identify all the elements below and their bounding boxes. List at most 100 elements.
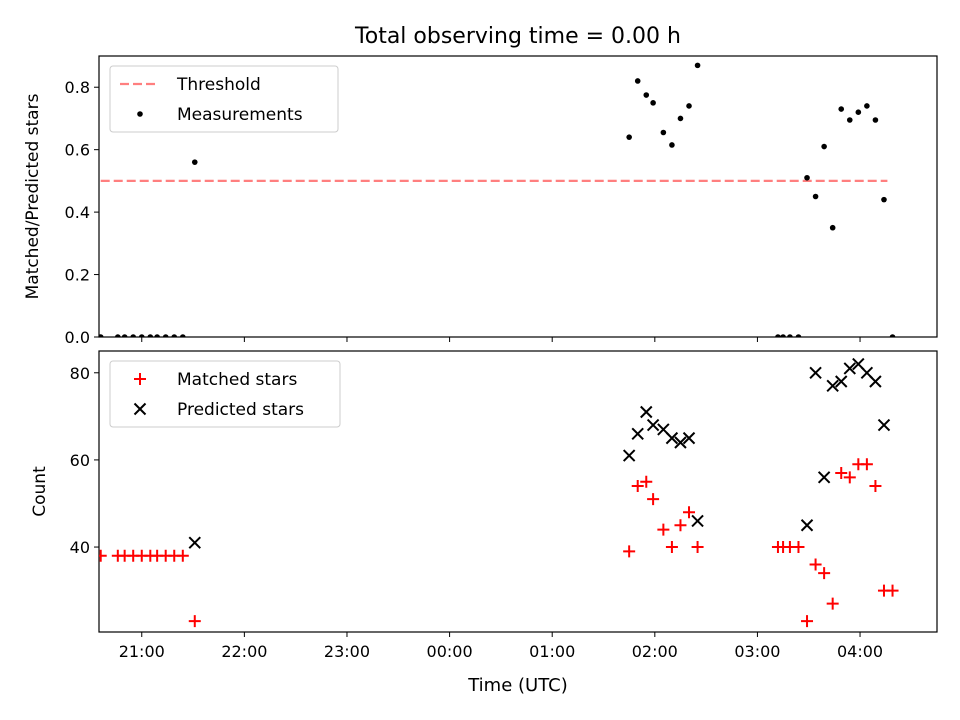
predicted-star-point — [691, 514, 704, 528]
measurement-point — [650, 100, 656, 106]
measurement-point — [634, 78, 641, 84]
top-plot-area — [99, 62, 896, 337]
measurement-point — [99, 334, 104, 337]
figure-title: Total observing time = 0.00 h — [354, 24, 681, 49]
predicted-star-point — [640, 405, 653, 419]
predicted-star-point — [622, 449, 636, 462]
x-tick-label: 01:00 — [529, 642, 575, 661]
y-tick-label: 0.2 — [65, 266, 90, 285]
measurement-point — [821, 143, 827, 150]
matched-star-point — [631, 480, 644, 493]
matched-star-point — [792, 541, 805, 554]
x-tick-label: 04:00 — [837, 642, 883, 661]
y-tick-label: 60 — [70, 451, 90, 470]
measurement-point — [846, 117, 853, 123]
measurement-point — [855, 109, 862, 115]
measurement-point — [694, 62, 701, 69]
matched-star-point — [657, 523, 670, 536]
legend-label: Threshold — [176, 75, 261, 95]
matched-star-point — [826, 597, 839, 610]
measurement-point — [686, 103, 692, 109]
x-tick-label: 00:00 — [427, 642, 473, 661]
matched-star-point — [809, 558, 822, 571]
matched-star-point — [99, 549, 107, 562]
matched-star-point — [818, 567, 831, 580]
measurement-point — [795, 334, 802, 337]
predicted-star-point — [843, 362, 856, 375]
x-tick-label: 22:00 — [221, 642, 267, 661]
measurement-point — [154, 334, 160, 337]
x-tick-label: 23:00 — [324, 642, 370, 661]
legend-measurements-swatch — [137, 111, 143, 117]
measurement-point — [872, 117, 879, 123]
top-panel: 0.0 0.2 0.4 0.6 0.8 Matched/Predicted stars Th… — [23, 55, 938, 347]
measurement-point — [812, 193, 819, 200]
top-legend: Threshold Measurements — [109, 65, 339, 133]
measurement-point — [180, 334, 186, 337]
measurement-point — [121, 334, 128, 337]
matched-star-point — [886, 584, 899, 597]
predicted-star-point — [800, 519, 814, 532]
y-tick-label: 80 — [70, 364, 90, 383]
matched-star-point — [623, 545, 636, 558]
measurement-point — [829, 224, 836, 231]
legend-predicted-swatch — [133, 402, 147, 416]
predicted-star-point — [665, 431, 679, 445]
legend-label: Measurements — [177, 105, 303, 125]
bottom-plot-area — [99, 357, 899, 628]
y-tick-label: 0.8 — [65, 78, 90, 97]
predicted-star-point — [682, 431, 696, 445]
matched-star-point — [647, 493, 660, 506]
y-tick-label: 0.4 — [65, 203, 90, 222]
legend-label: Predicted stars — [177, 400, 304, 420]
series-matched-stars — [99, 458, 899, 628]
matched-star-point — [188, 615, 201, 628]
measurement-point — [889, 334, 896, 337]
matched-star-point — [640, 475, 653, 488]
measurement-point — [780, 334, 786, 337]
matched-star-point — [835, 466, 848, 479]
measurement-point — [677, 115, 684, 122]
measurement-point — [162, 334, 169, 337]
x-tick-label: 03:00 — [734, 642, 780, 661]
measurement-point — [775, 334, 781, 337]
matched-star-point — [674, 519, 687, 532]
matched-star-point — [665, 541, 678, 554]
matched-star-point — [801, 615, 814, 628]
predicted-star-point — [817, 471, 831, 484]
bottom-y-axis-label: Count — [30, 466, 50, 517]
measurement-point — [787, 334, 793, 337]
measurement-point — [191, 159, 198, 165]
bottom-legend: Matched stars Predicted stars — [109, 360, 341, 428]
top-axes-frame — [98, 55, 938, 338]
matched-star-point — [683, 506, 696, 519]
measurement-point — [147, 334, 154, 337]
matched-star-point — [843, 471, 856, 484]
legend-label: Matched stars — [177, 370, 297, 390]
measurement-point — [881, 196, 887, 203]
predicted-star-point — [674, 436, 687, 449]
matched-star-point — [691, 541, 704, 554]
measurement-point — [660, 129, 667, 136]
predicted-star-point — [826, 379, 839, 393]
predicted-star-point — [869, 375, 882, 388]
measurement-point — [643, 92, 650, 98]
matched-star-point — [860, 458, 873, 471]
measurement-point — [138, 334, 145, 337]
series-measurements — [99, 62, 896, 337]
bottom-axes-frame — [98, 350, 938, 633]
measurement-point — [115, 334, 121, 337]
measurement-point — [130, 334, 137, 337]
measurement-point — [804, 174, 810, 181]
series-predicted-stars — [188, 357, 891, 549]
legend-matched-swatch — [134, 373, 146, 385]
predicted-star-point — [877, 418, 891, 432]
measurement-point — [626, 134, 632, 140]
matched-star-point — [176, 549, 189, 562]
y-tick-label: 0.6 — [65, 141, 90, 160]
legend-box — [109, 360, 341, 428]
predicted-star-point — [188, 536, 201, 549]
y-tick-label: 40 — [70, 538, 90, 557]
x-tick-label: 02:00 — [632, 642, 678, 661]
